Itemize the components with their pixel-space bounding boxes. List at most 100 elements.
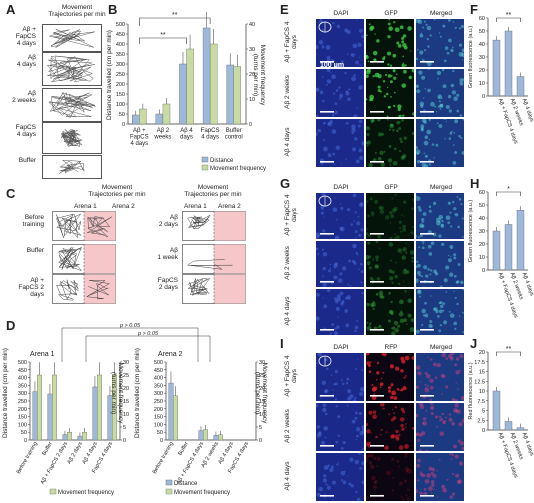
micro-signal — [323, 304, 328, 309]
micro-signal — [356, 319, 359, 322]
micro-signal — [411, 230, 413, 232]
micro-signal — [327, 289, 331, 293]
micro-image — [316, 19, 364, 67]
y2-tick-label: 30 — [249, 47, 255, 53]
micro-signal — [317, 253, 320, 256]
micro-signal — [411, 226, 414, 228]
micro-signal — [322, 266, 326, 271]
micro-column-label: DAPI — [333, 344, 349, 351]
micro-background — [366, 193, 414, 239]
micro-signal — [436, 70, 442, 76]
micro-signal — [361, 141, 364, 146]
micro-signal — [411, 260, 414, 263]
micro-signal — [340, 379, 343, 382]
micro-signal — [404, 454, 407, 458]
micro-signal — [395, 366, 400, 371]
micro-signal — [405, 494, 408, 497]
micro-signal — [391, 434, 396, 439]
micro-signal — [405, 426, 407, 429]
panel-a-title: Movement Trajectories per min — [48, 4, 106, 18]
micro-signal — [462, 331, 464, 334]
micro-signal — [345, 381, 349, 385]
micro-signal — [429, 358, 433, 361]
micro-signal — [369, 453, 374, 458]
micro-signal — [453, 321, 458, 326]
micro-signal — [390, 327, 392, 329]
micro-signal — [329, 267, 332, 269]
micro-signal — [379, 209, 385, 215]
micro-signal — [416, 89, 421, 94]
micro-signal — [380, 162, 385, 167]
micro-signal — [454, 119, 459, 124]
bar — [516, 427, 525, 431]
panel-a-trajectory-box — [42, 24, 102, 52]
scale-bar — [370, 495, 384, 497]
micro-signal — [374, 199, 379, 204]
micro-signal — [447, 258, 452, 263]
micro-signal — [425, 274, 429, 278]
micro-signal — [387, 35, 391, 39]
y-tick-label: 300 — [116, 62, 125, 68]
micro-signal — [342, 266, 347, 271]
micro-signal — [352, 399, 357, 401]
micro-signal — [451, 397, 456, 401]
micro-signal — [354, 368, 357, 371]
micro-signal — [416, 260, 419, 263]
micro-signal — [399, 389, 401, 392]
y-tick-label: 0 — [24, 438, 27, 444]
legend-label: Movement frequency — [58, 490, 114, 496]
micro-signal — [332, 152, 336, 156]
chart-d2-title: Arena 2 — [158, 351, 183, 358]
micro-signal — [448, 413, 452, 416]
bar-frequency — [172, 395, 178, 441]
micro-signal — [402, 154, 407, 159]
micro-image — [416, 353, 464, 401]
micro-signal — [410, 318, 414, 323]
micro-signal — [359, 155, 364, 160]
micro-signal — [453, 96, 458, 102]
micro-signal — [429, 385, 434, 390]
micro-signal — [402, 114, 405, 117]
micro-signal — [351, 76, 356, 82]
micro-signal — [398, 220, 402, 224]
micro-signal — [358, 453, 361, 455]
y-tick-label: 150 — [154, 415, 163, 421]
micro-signal — [391, 469, 393, 471]
micro-signal — [388, 128, 392, 131]
micro-signal — [379, 403, 385, 407]
micro-signal — [419, 295, 422, 298]
micro-signal — [422, 421, 427, 426]
bar-frequency — [186, 48, 194, 125]
micro-signal — [422, 97, 425, 99]
micro-signal — [441, 353, 446, 358]
micro-signal — [354, 411, 358, 415]
panel-c-right-box — [182, 244, 246, 274]
micro-image — [366, 119, 414, 167]
micro-signal — [446, 478, 449, 481]
micro-signal — [353, 114, 358, 117]
scale-bar — [320, 161, 334, 163]
micro-signal — [339, 97, 342, 100]
micro-signal — [316, 115, 319, 117]
y-tick-label: 300 — [154, 391, 163, 397]
micro-signal — [346, 207, 351, 212]
chart-b: 0 50 100 150 200 250 300 350 400 450 500 0 10 20 30 40 A… — [116, 12, 266, 172]
y-tick-label: 5 — [482, 409, 485, 415]
micro-signal — [423, 487, 427, 491]
panel-a-trajectory-box — [42, 52, 102, 86]
micro-signal — [398, 445, 404, 450]
micro-signal — [421, 241, 425, 243]
micro-signal — [392, 160, 398, 166]
micro-signal — [453, 144, 455, 146]
micro-signal — [334, 110, 339, 115]
panel-a-row-label: Buffer — [18, 157, 36, 164]
micro-signal — [318, 486, 323, 492]
micro-signal — [345, 90, 349, 93]
micro-signal — [397, 248, 402, 253]
micro-signal — [455, 357, 460, 361]
micro-signal — [459, 78, 464, 83]
y-tick-label: 60 — [479, 16, 485, 22]
scale-bar — [370, 445, 384, 447]
panel-a-row-label: FapCS 4 days — [15, 124, 36, 138]
micro-signal — [330, 374, 333, 376]
